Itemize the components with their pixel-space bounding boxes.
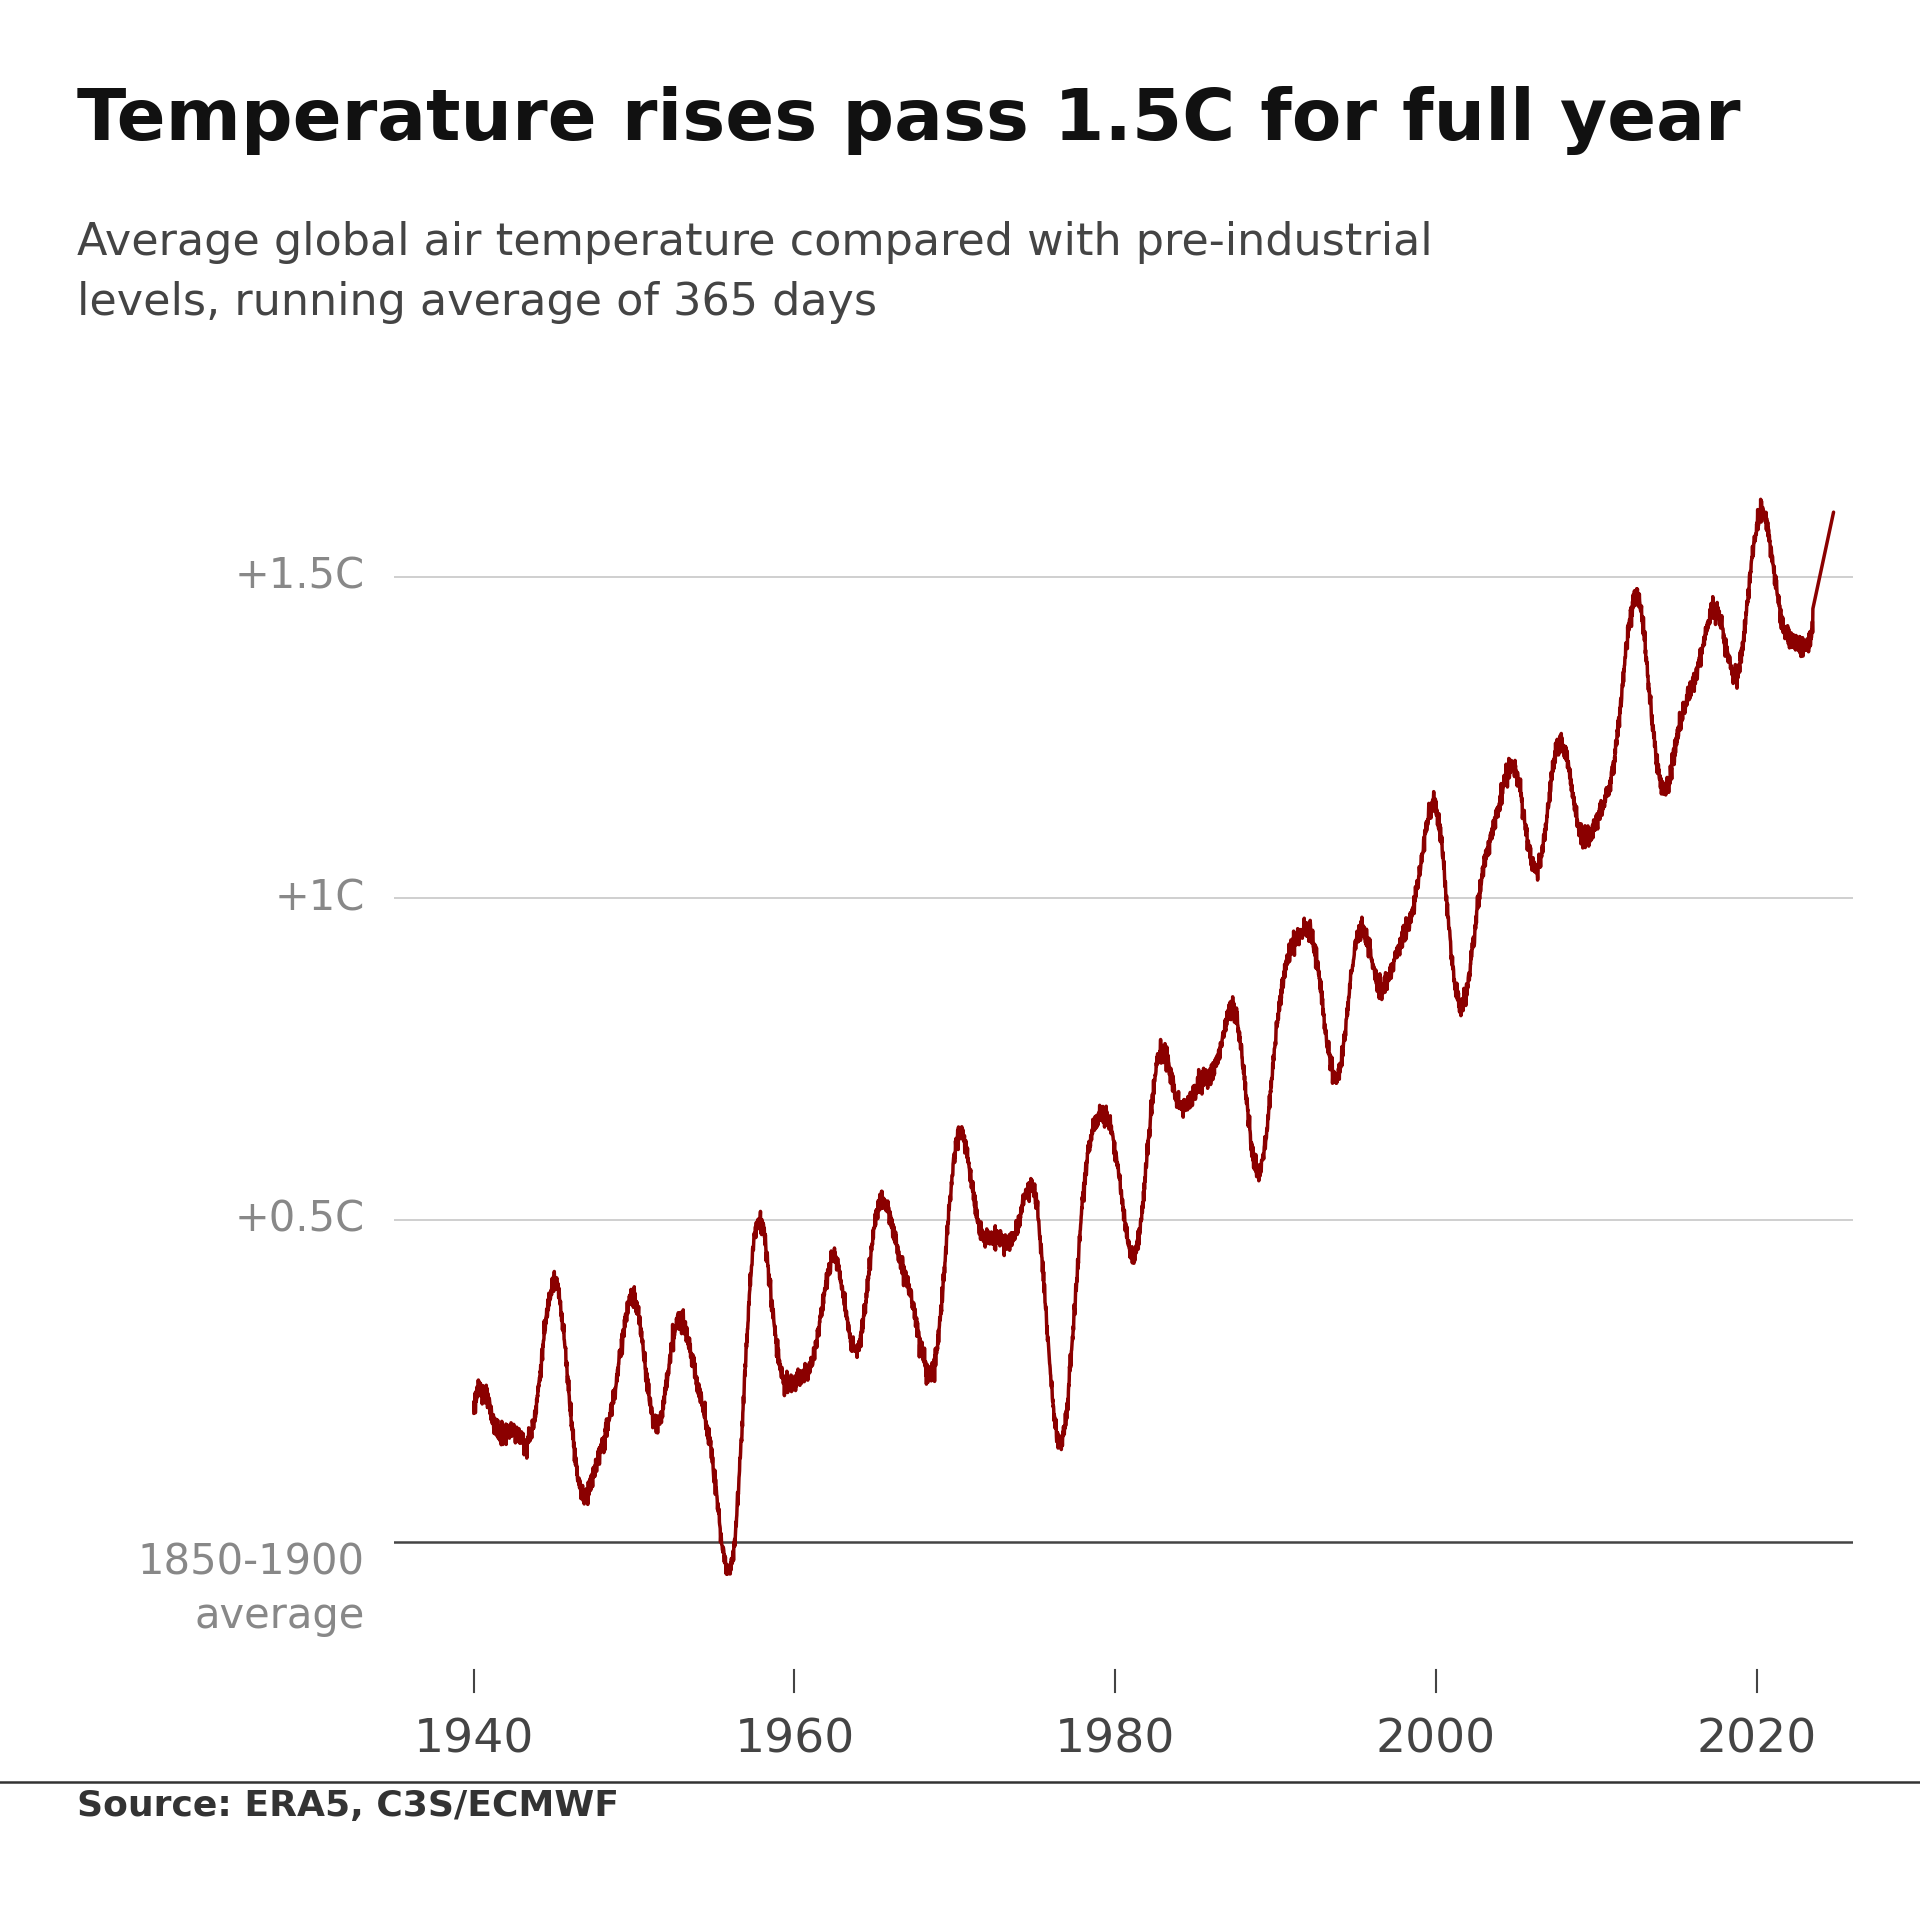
Text: BBC: BBC: [1728, 1830, 1814, 1868]
Text: 1940: 1940: [413, 1718, 534, 1763]
Text: 1850-1900: 1850-1900: [138, 1542, 365, 1584]
Text: 2000: 2000: [1377, 1718, 1496, 1763]
Text: +1C: +1C: [275, 877, 365, 920]
Text: 1960: 1960: [733, 1718, 854, 1763]
Text: Source: ERA5, C3S/ECMWF: Source: ERA5, C3S/ECMWF: [77, 1789, 618, 1824]
Text: 1980: 1980: [1054, 1718, 1175, 1763]
Text: +1.5C: +1.5C: [234, 555, 365, 597]
Text: Average global air temperature compared with pre-industrial
levels, running aver: Average global air temperature compared …: [77, 221, 1432, 324]
Text: average: average: [194, 1596, 365, 1638]
Text: +0.5C: +0.5C: [234, 1198, 365, 1240]
Text: 2020: 2020: [1697, 1718, 1816, 1763]
Text: Temperature rises pass 1.5C for full year: Temperature rises pass 1.5C for full yea…: [77, 86, 1740, 156]
